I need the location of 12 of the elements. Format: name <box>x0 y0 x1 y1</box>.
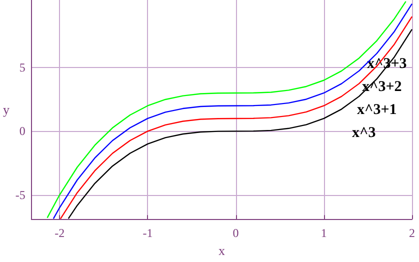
y-tick-label: 0 <box>19 124 26 138</box>
annotation: x^3 <box>352 125 376 141</box>
x-tick-label: -2 <box>54 226 65 240</box>
x-axis-title: x <box>218 243 226 258</box>
x-tick-label: 0 <box>232 226 239 240</box>
y-tick-label: 5 <box>19 60 26 75</box>
y-axis-title: y <box>3 102 10 118</box>
x-tick-label: 1 <box>320 226 327 240</box>
y-tick-label: -5 <box>15 188 26 202</box>
x-tick-label: 2 <box>409 226 415 240</box>
annotation: x^3+1 <box>357 102 397 118</box>
x-tick-label: -1 <box>142 226 153 240</box>
